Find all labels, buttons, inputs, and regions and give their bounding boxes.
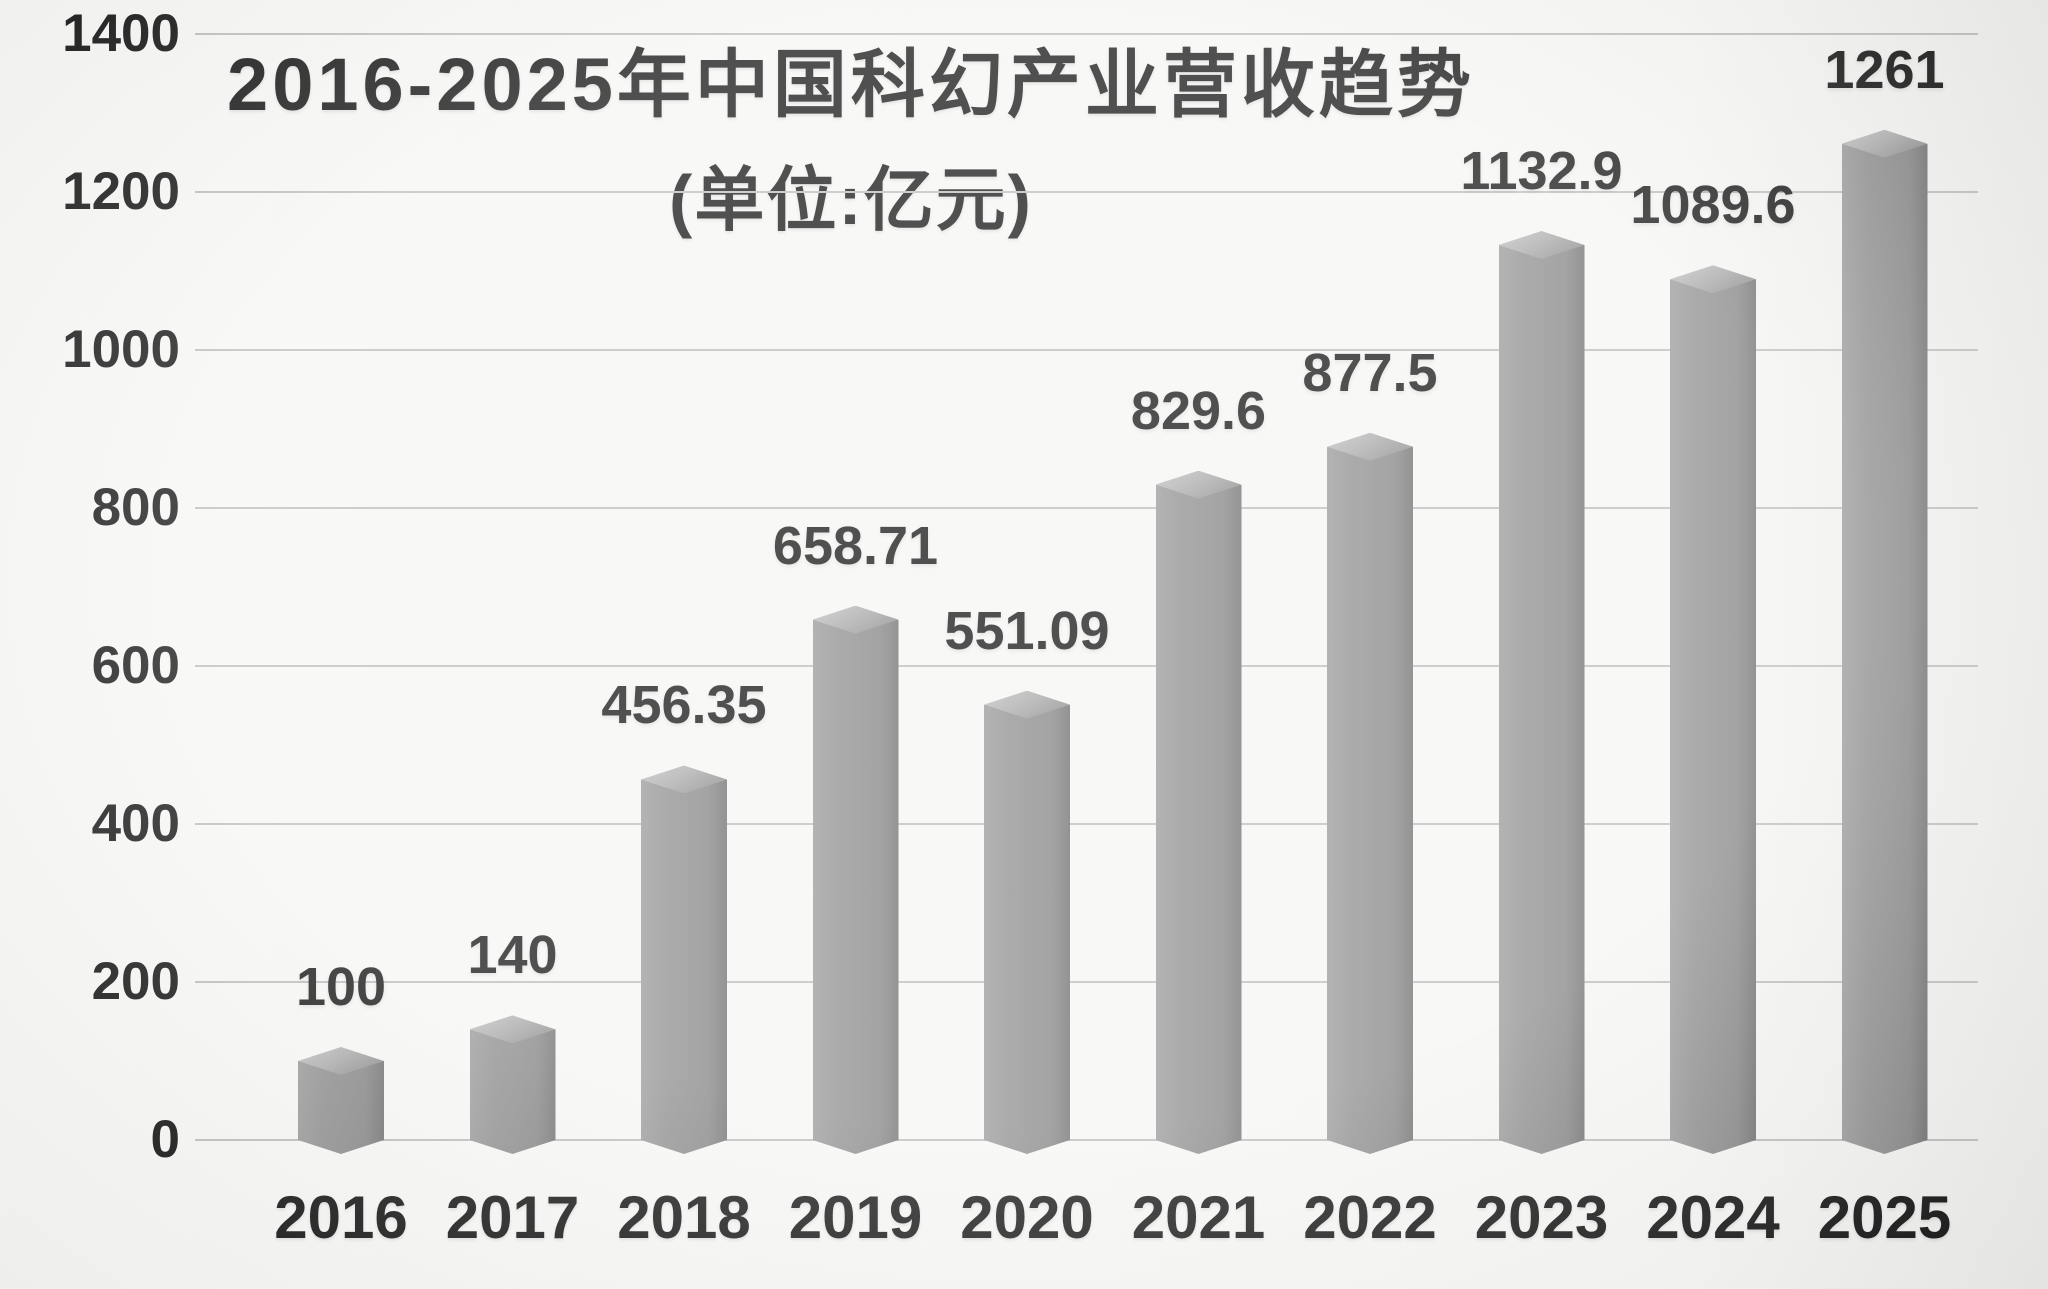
bar-2020 — [984, 690, 1070, 1154]
bar-2018 — [641, 765, 727, 1154]
bar-body — [813, 620, 899, 1154]
bar-body — [1156, 485, 1242, 1154]
y-axis-tick-label: 1400 — [62, 4, 180, 63]
x-axis-tick-label: 2023 — [1474, 1184, 1609, 1251]
gridline-800 — [195, 507, 1978, 509]
bar-body — [1327, 447, 1413, 1154]
bar-value-label: 829.6 — [1130, 380, 1267, 441]
x-axis-tick-label: 2025 — [1817, 1184, 1952, 1251]
gridline-1000 — [195, 349, 1978, 351]
bar-value-label: 1089.6 — [1630, 175, 1796, 236]
bar-value-label: 877.5 — [1302, 342, 1438, 403]
y-axis-tick-label: 600 — [91, 636, 180, 695]
bar-body — [298, 1061, 384, 1154]
x-axis-tick-label: 2024 — [1646, 1184, 1780, 1251]
bar-body — [984, 705, 1070, 1154]
y-axis-tick-label: 1000 — [62, 320, 180, 379]
bar-value-label: 100 — [295, 957, 387, 1017]
bar-body — [1670, 279, 1756, 1154]
gridline-200 — [195, 981, 1978, 983]
bar-2019 — [812, 605, 899, 1154]
gridline-0 — [195, 1139, 1978, 1141]
bar-2021 — [1155, 470, 1242, 1154]
bar-body — [641, 779, 727, 1154]
bar-value-label: 456.35 — [601, 675, 767, 736]
gridline-400 — [195, 823, 1978, 825]
x-axis-tick-label: 2020 — [960, 1184, 1094, 1251]
bar-value-label: 551.09 — [944, 600, 1110, 661]
x-axis-tick-label: 2017 — [445, 1184, 580, 1251]
bar-2017 — [469, 1015, 556, 1154]
x-axis-tick-label: 2018 — [617, 1184, 751, 1251]
chart-title: 2016-2025年中国科幻产业营收趋势 — [227, 43, 1475, 126]
bar-2024 — [1670, 265, 1756, 1154]
x-axis-tick-label: 2022 — [1303, 1184, 1437, 1251]
y-axis-tick-label: 1200 — [62, 162, 180, 221]
y-axis-tick-label: 200 — [91, 952, 180, 1011]
y-axis-tick-label: 400 — [91, 794, 180, 853]
bar-value-label: 140 — [467, 925, 558, 986]
gridline-1200 — [195, 191, 1978, 193]
y-axis-tick-label: 800 — [91, 478, 180, 537]
bar-2022 — [1327, 432, 1413, 1154]
bar-2016 — [298, 1047, 384, 1154]
bar-body — [470, 1029, 556, 1154]
chart-subtitle: (单位:亿元) — [669, 161, 1033, 239]
gridline-1400 — [195, 33, 1978, 35]
y-axis-tick-label: 0 — [150, 1110, 180, 1169]
bar-body — [1499, 245, 1585, 1154]
x-axis-tick-label: 2016 — [274, 1184, 408, 1251]
gridline-600 — [195, 665, 1978, 667]
bar-2023 — [1498, 231, 1585, 1154]
bar-value-label: 1132.9 — [1460, 141, 1623, 201]
bar-body — [1842, 144, 1928, 1154]
x-axis-tick-label: 2019 — [788, 1184, 923, 1251]
x-axis-tick-label: 2021 — [1131, 1184, 1266, 1251]
bar-2025 — [1841, 129, 1928, 1154]
bar-value-label: 658.71 — [772, 515, 939, 576]
bar-value-label: 1261 — [1824, 39, 1945, 100]
